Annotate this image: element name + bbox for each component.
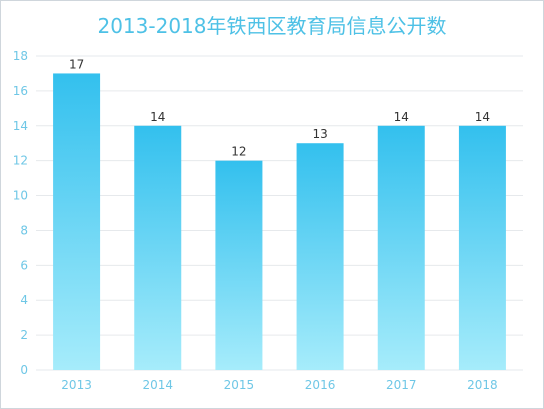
data-label-2014: 14 bbox=[150, 110, 165, 124]
y-tick-label: 0 bbox=[20, 363, 28, 377]
y-tick-label: 16 bbox=[13, 84, 28, 98]
chart-title: 2013-2018年铁西区教育局信息公开数 bbox=[97, 14, 447, 38]
x-tick-label-2017: 2017 bbox=[386, 378, 417, 392]
y-tick-label: 6 bbox=[20, 258, 28, 272]
y-tick-label: 4 bbox=[20, 293, 28, 307]
y-tick-label: 10 bbox=[13, 189, 28, 203]
bar-2016 bbox=[296, 143, 344, 370]
y-tick-label: 12 bbox=[13, 154, 28, 168]
x-tick-label-2018: 2018 bbox=[467, 378, 498, 392]
data-label-2016: 13 bbox=[312, 127, 327, 141]
bar-2017 bbox=[377, 125, 425, 371]
data-label-2017: 14 bbox=[394, 110, 409, 124]
data-label-2013: 17 bbox=[69, 57, 84, 71]
bar-2018 bbox=[458, 125, 506, 371]
bars bbox=[53, 73, 506, 371]
bar-2013 bbox=[53, 73, 101, 370]
bar-2014 bbox=[134, 125, 182, 371]
x-tick-label-2014: 2014 bbox=[142, 378, 173, 392]
x-tick-label-2015: 2015 bbox=[224, 378, 255, 392]
x-tick-label-2013: 2013 bbox=[61, 378, 92, 392]
data-labels: 17 14 12 13 14 14 bbox=[69, 57, 490, 158]
y-tick-label: 14 bbox=[13, 119, 28, 133]
y-tick-label: 18 bbox=[13, 49, 28, 63]
bar-2015 bbox=[215, 160, 263, 370]
data-label-2018: 14 bbox=[475, 110, 490, 124]
grid-lines bbox=[36, 55, 523, 371]
y-axis-ticks: 0 2 4 6 8 10 12 14 16 18 bbox=[13, 49, 28, 377]
y-tick-label: 8 bbox=[20, 223, 28, 237]
x-tick-label-2016: 2016 bbox=[305, 378, 336, 392]
data-label-2015: 12 bbox=[231, 145, 246, 159]
x-axis-ticks: 2013 2014 2015 2016 2017 2018 bbox=[61, 378, 497, 392]
y-tick-label: 2 bbox=[20, 328, 28, 342]
